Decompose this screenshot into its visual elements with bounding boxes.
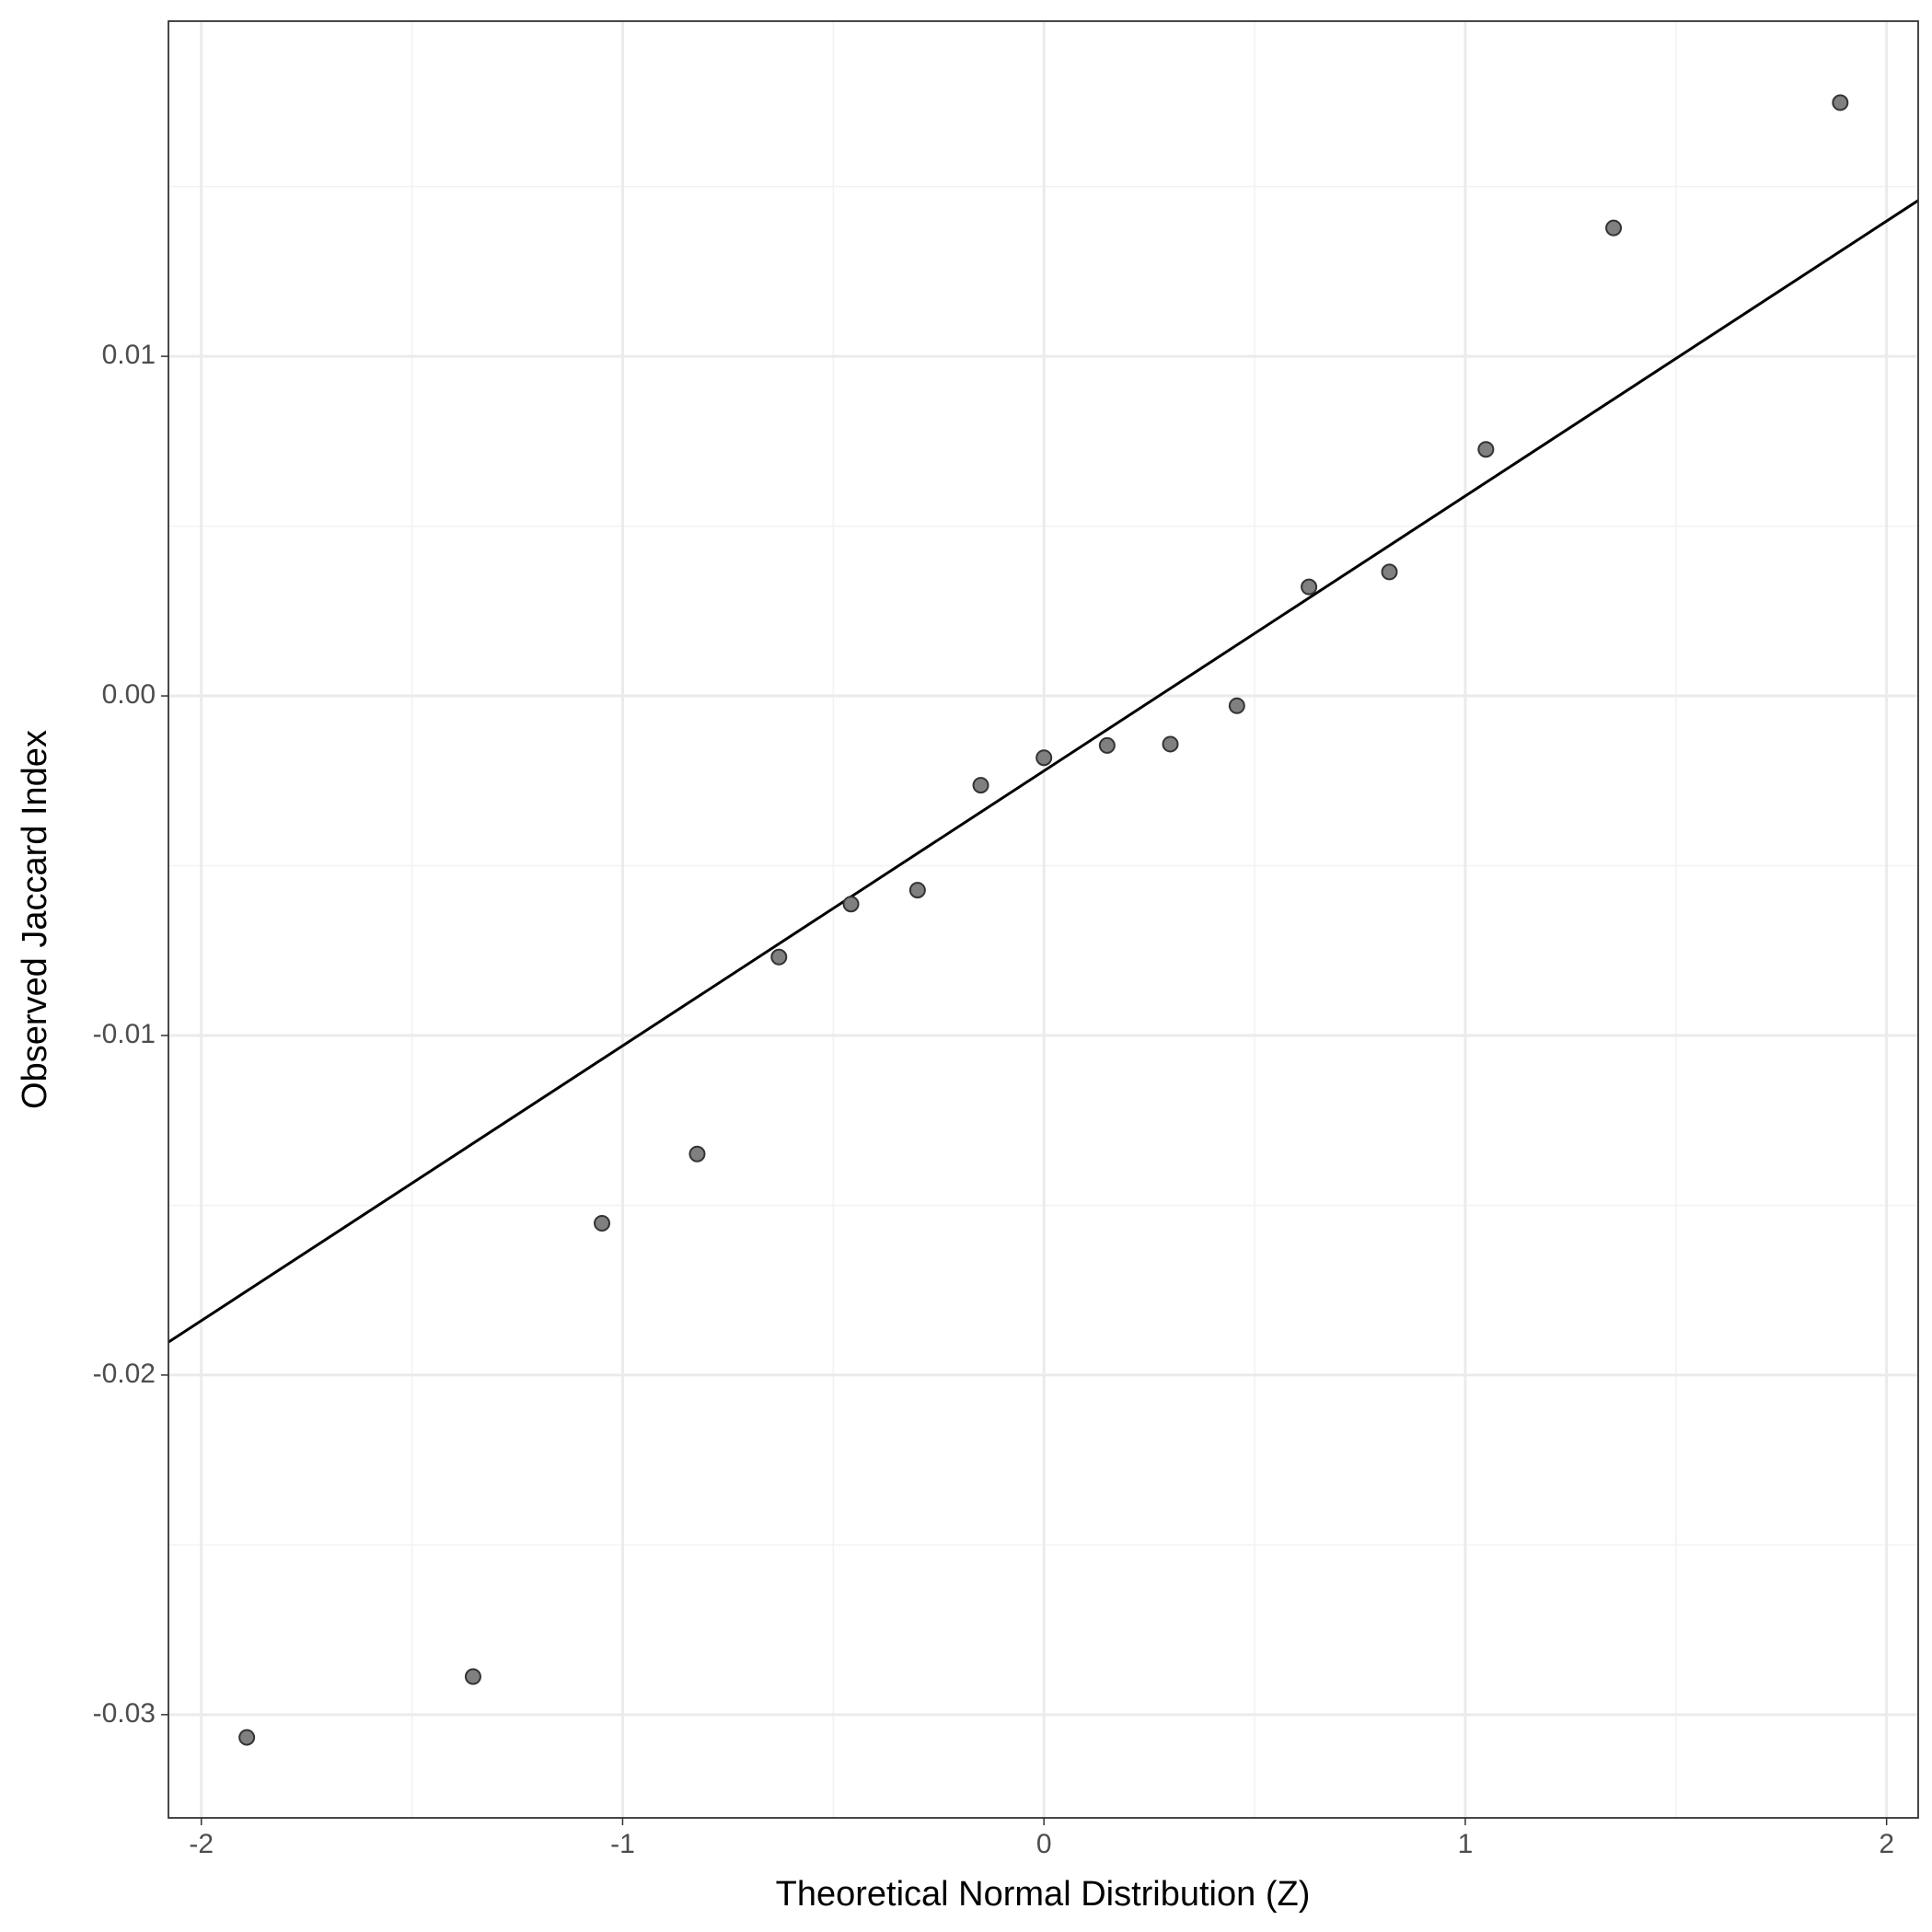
point [1301,578,1318,596]
point [1477,441,1495,458]
panel-border [168,20,1919,1819]
y-tick-label: 0.01 [102,340,156,370]
reference-line [168,199,1918,1344]
y-tick-label: -0.03 [93,1698,156,1729]
point [1605,219,1623,237]
point [842,896,860,913]
x-tick-label: -2 [189,1829,214,1859]
x-tick-label: 0 [1036,1829,1052,1859]
y-tick-label: -0.01 [93,1019,156,1049]
point [1035,749,1053,767]
point [464,1668,481,1685]
point [972,777,989,794]
y-tick-label: 0.00 [102,679,156,710]
x-tick-label: 1 [1458,1829,1474,1859]
point [1381,563,1398,581]
x-tick-label: -1 [610,1829,635,1859]
point [238,1729,256,1746]
y-tick-label: -0.02 [93,1359,156,1389]
point [594,1215,611,1232]
point [1228,697,1245,714]
point [908,882,926,899]
x-tick-label: 2 [1879,1829,1894,1859]
point [770,948,788,966]
point [1098,736,1116,754]
y-axis-title: Observed Jaccard Index [16,730,54,1109]
point [1832,94,1849,111]
x-axis-title: Theoretical Normal Distribution (Z) [776,1875,1311,1914]
point [1162,735,1179,753]
point [688,1145,706,1163]
